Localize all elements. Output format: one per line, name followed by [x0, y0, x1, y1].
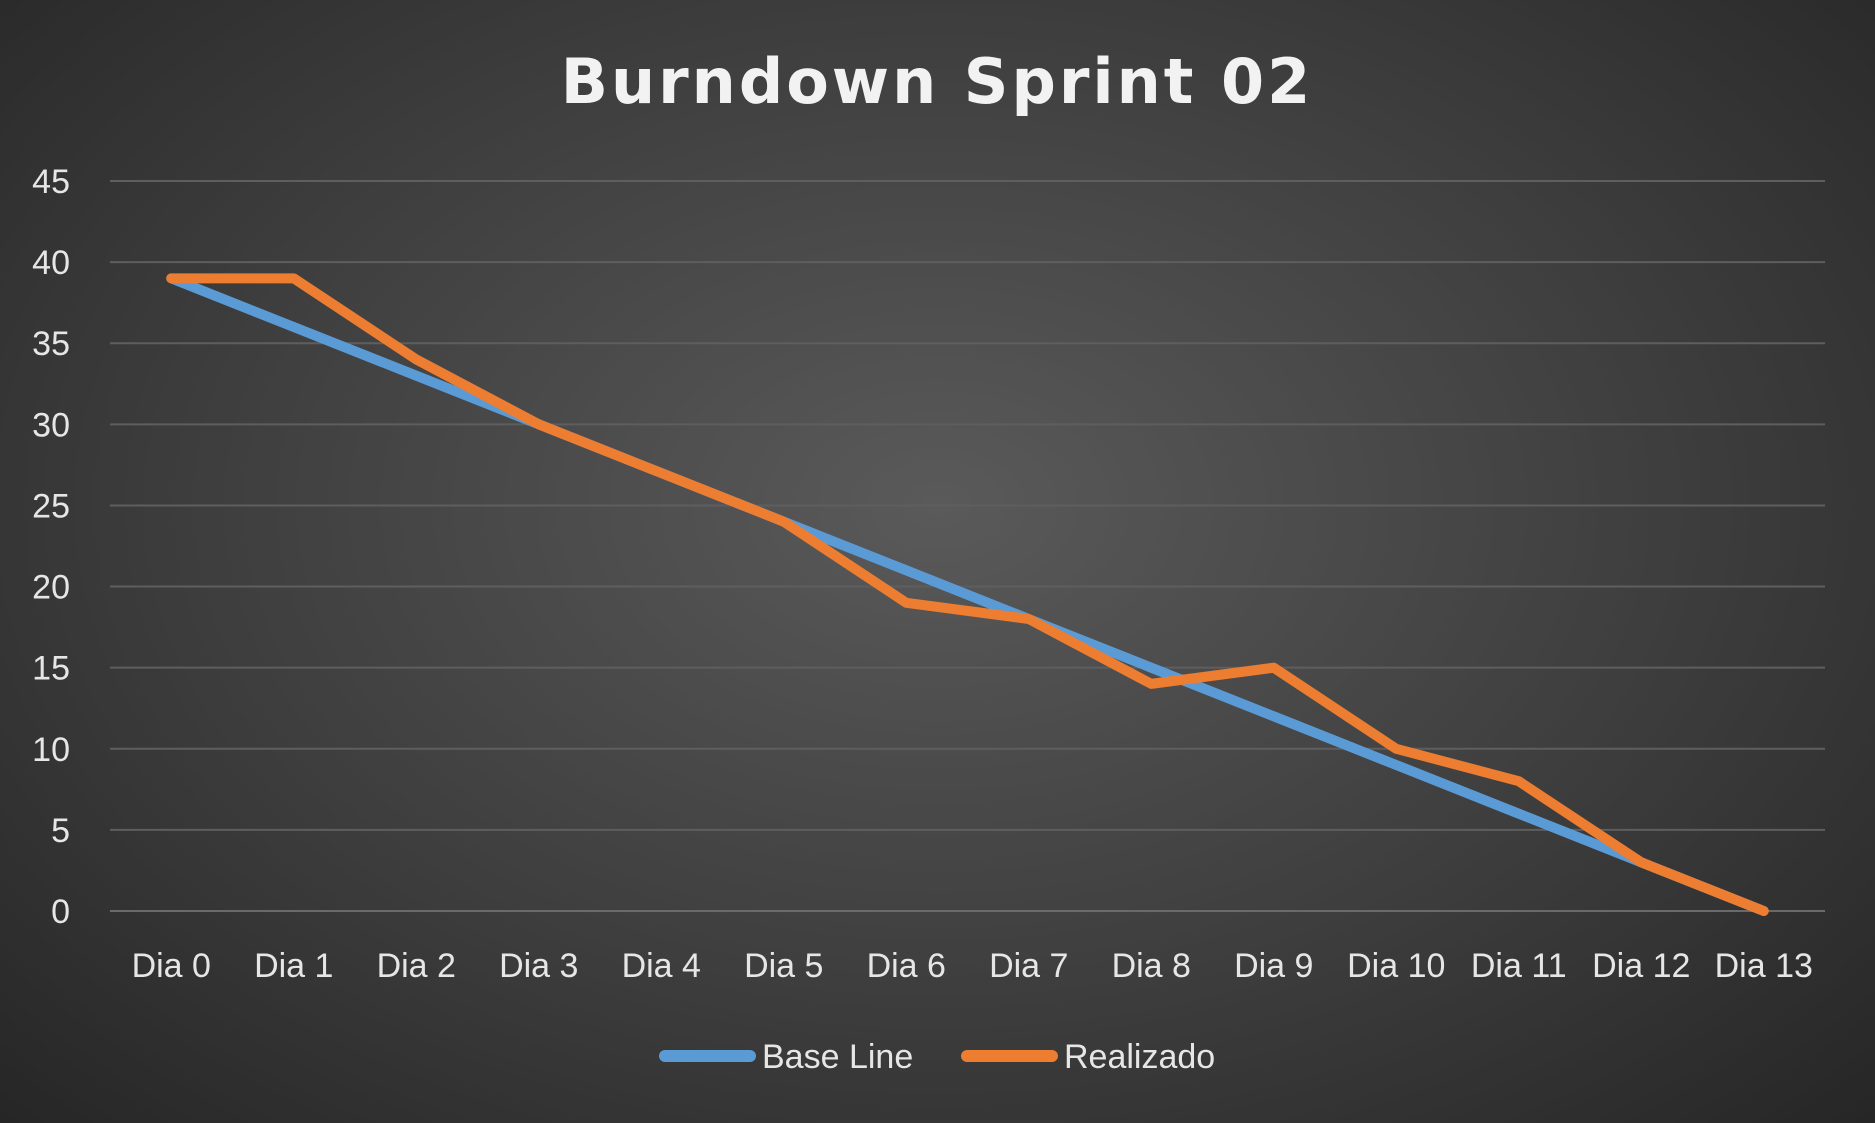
- series-line-base-line: [166, 273, 1769, 916]
- y-tick-label: 45: [32, 163, 70, 201]
- y-tick-label: 5: [51, 812, 70, 850]
- x-tick-label: Dia 0: [132, 947, 211, 985]
- x-tick-label: Dia 2: [377, 947, 456, 985]
- x-tick-label: Dia 7: [989, 947, 1068, 985]
- x-tick-label: Dia 11: [1471, 947, 1567, 985]
- y-tick-label: 15: [32, 650, 70, 688]
- y-axis-ticks: 0 5 10 15 20 25 30 35 40 45: [32, 163, 70, 931]
- y-tick-label: 10: [32, 731, 70, 769]
- gridlines: [110, 180, 1825, 912]
- x-tick-label: Dia 8: [1112, 947, 1191, 985]
- x-tick-label: Dia 9: [1234, 947, 1313, 985]
- y-tick-label: 20: [32, 569, 70, 607]
- y-tick-label: 25: [32, 487, 70, 525]
- y-tick-label: 35: [32, 325, 70, 363]
- legend-label: Realizado: [1064, 1038, 1215, 1076]
- legend-label: Base Line: [762, 1038, 913, 1076]
- chart-title: Burndown Sprint 02: [561, 45, 1314, 118]
- x-axis-ticks: Dia 0 Dia 1 Dia 2 Dia 3 Dia 4 Dia 5 Dia 6 Dia 7…: [132, 947, 1813, 985]
- series-line-realizado: [166, 273, 1769, 916]
- series-lines: [166, 273, 1769, 916]
- x-tick-label: Dia 13: [1715, 947, 1813, 985]
- y-tick-label: 40: [32, 244, 70, 282]
- x-tick-label: Dia 10: [1347, 947, 1445, 985]
- x-tick-label: Dia 1: [254, 947, 333, 985]
- x-tick-label: Dia 5: [744, 947, 823, 985]
- x-tick-label: Dia 12: [1592, 947, 1690, 985]
- x-tick-label: Dia 3: [499, 947, 578, 985]
- y-tick-label: 30: [32, 406, 70, 444]
- y-tick-label: 0: [51, 893, 70, 931]
- x-tick-label: Dia 6: [867, 947, 946, 985]
- legend: Base Line Realizado: [659, 1038, 1215, 1076]
- x-tick-label: Dia 4: [622, 947, 701, 985]
